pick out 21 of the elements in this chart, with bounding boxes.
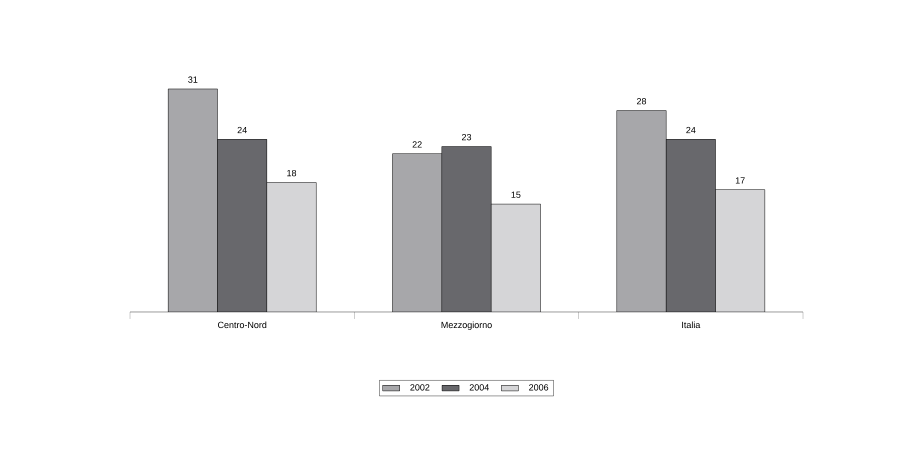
- data-label: 18: [287, 170, 296, 176]
- bar: [616, 110, 666, 312]
- data-label: 15: [512, 192, 520, 198]
- data-label: 24: [686, 126, 696, 134]
- data-label: 22: [412, 141, 422, 148]
- x-tick-label: Italia: [682, 322, 700, 328]
- legend-label: 2004: [470, 384, 489, 391]
- bar: [266, 182, 316, 312]
- data-label: 23: [462, 134, 472, 140]
- data-label: 31: [188, 76, 198, 83]
- x-tick-label: Mezzogiorno: [442, 322, 492, 330]
- legend-label: 2006: [529, 384, 548, 391]
- bar: [392, 154, 442, 312]
- data-label: 28: [636, 98, 646, 104]
- bar: [168, 88, 218, 312]
- bar: [715, 189, 766, 312]
- x-tick-label: Centro-Nord: [218, 322, 266, 328]
- data-label: 17: [736, 177, 745, 184]
- data-label: 24: [238, 126, 247, 134]
- legend-label: 2002: [410, 384, 430, 391]
- bar: [491, 204, 541, 312]
